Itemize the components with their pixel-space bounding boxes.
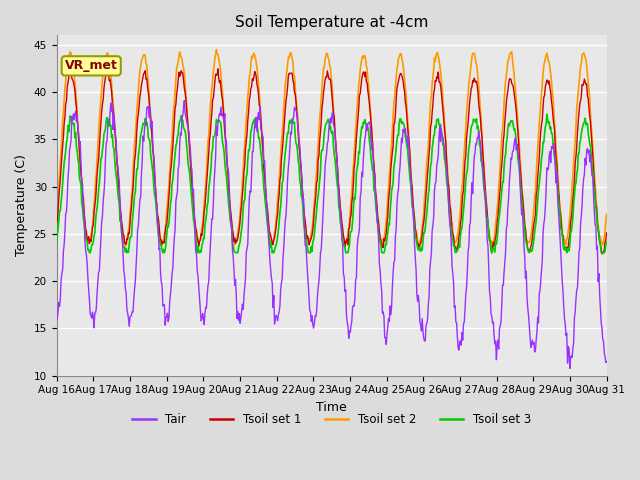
Legend: Tair, Tsoil set 1, Tsoil set 2, Tsoil set 3: Tair, Tsoil set 1, Tsoil set 2, Tsoil se… xyxy=(127,408,536,431)
X-axis label: Time: Time xyxy=(316,401,347,414)
Text: VR_met: VR_met xyxy=(65,60,118,72)
Y-axis label: Temperature (C): Temperature (C) xyxy=(15,155,28,256)
Title: Soil Temperature at -4cm: Soil Temperature at -4cm xyxy=(235,15,428,30)
